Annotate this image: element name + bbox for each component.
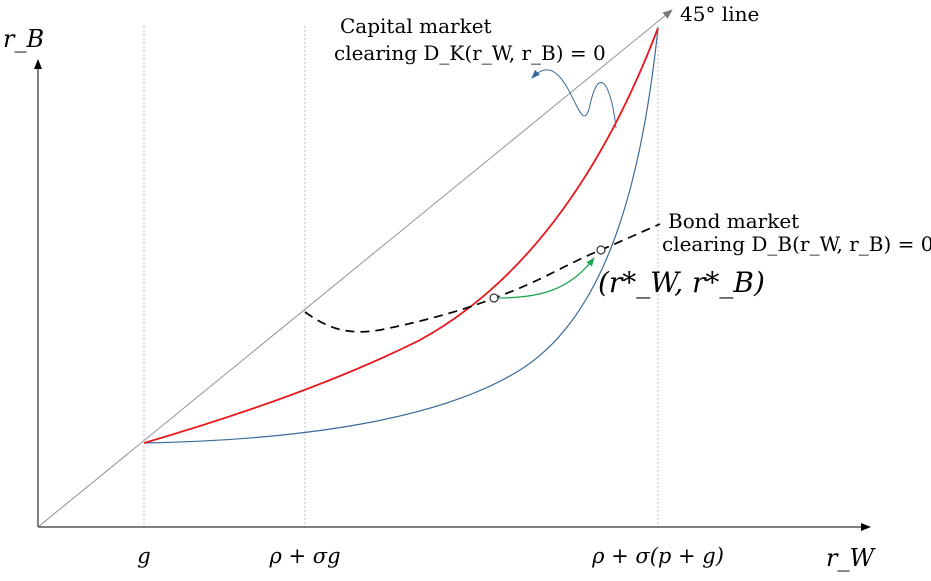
blue-curve: [143, 27, 659, 444]
bond-market-curve: [304, 223, 661, 333]
capital-market-curve: [143, 27, 659, 444]
tick-label-rho-sigma-g: ρ + σg: [268, 544, 340, 568]
equilibrium-label: (r*_W, r*_B): [598, 266, 765, 299]
y-axis-label: r_B: [3, 25, 44, 53]
line-45-label: 45° line: [680, 2, 759, 26]
line-45-degree: [37, 9, 673, 528]
intersection-point-initial: [489, 293, 499, 303]
x-axis-label: r_W: [826, 544, 876, 572]
bond-market-equation: clearing D_B(r_W, r_B) = 0: [662, 232, 931, 256]
tick-label-rho-sigma-pg: ρ + σ(p + g): [591, 544, 724, 568]
bond-market-title: Bond market: [668, 209, 799, 233]
equilibrium-point: [596, 245, 606, 255]
transition-arrow: [496, 257, 595, 299]
capital-market-title: Capital market: [340, 14, 492, 38]
capital-market-pointer: [531, 69, 617, 129]
tick-label-g: g: [137, 544, 150, 568]
capital-market-equation: clearing D_K(r_W, r_B) = 0: [334, 41, 606, 65]
